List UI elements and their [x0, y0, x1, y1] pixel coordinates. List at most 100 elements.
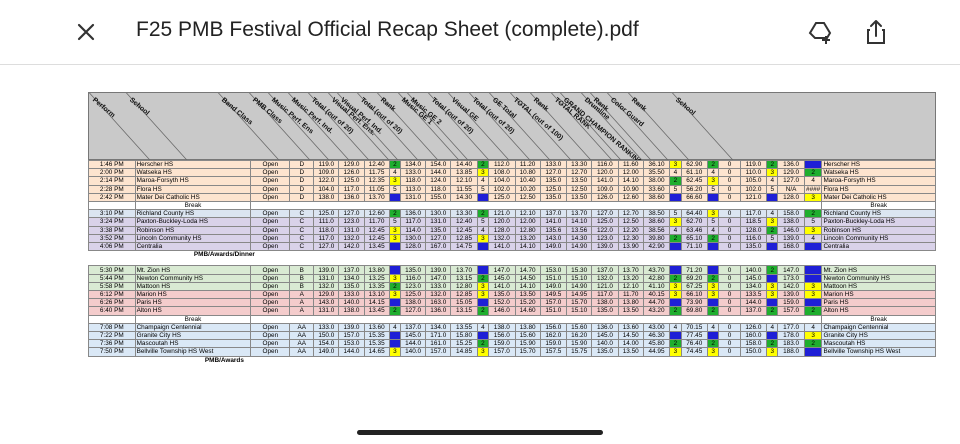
- table-cell: 1: [706, 298, 720, 308]
- table-cell: 125.0: [338, 176, 365, 186]
- table-cell: 5: [476, 184, 490, 194]
- table-row: 5:30 PM Mt. Zion HS Open B 139.0 137.0 13.80 1 1…: [88, 265, 936, 275]
- share-icon[interactable]: [862, 18, 890, 46]
- table-cell: Paris HS: [821, 298, 936, 308]
- table-cell: 12.10: [514, 209, 541, 219]
- table-cell: 117.0: [739, 209, 768, 219]
- table-cell: 3: [803, 289, 823, 300]
- table-cell: 12.40: [450, 217, 478, 227]
- table-cell: 147.0: [488, 265, 516, 275]
- table-cell: 127.0: [400, 306, 427, 316]
- table-cell: 73.90: [680, 298, 708, 308]
- table-cell: 123.0: [400, 281, 427, 292]
- table-cell: 135.0: [338, 281, 365, 292]
- table-cell: 141.0: [539, 217, 568, 227]
- table-cell: 65.10: [680, 233, 708, 243]
- table-row: 2:14 PM Maroa-Forsyth HS Open D 122.0 125.0 12…: [88, 176, 936, 186]
- table-cell: Alton HS: [821, 306, 936, 316]
- table-cell: A: [289, 298, 315, 308]
- table-cell: 1: [388, 265, 402, 275]
- table-cell: AA: [289, 347, 315, 357]
- add-to-drive-icon[interactable]: [806, 18, 834, 46]
- table-cell: 131.0: [400, 192, 427, 202]
- table-cell: 4: [669, 225, 682, 235]
- table-cell: 14.50: [514, 273, 541, 283]
- table-cell: 157.5: [539, 347, 568, 357]
- home-indicator[interactable]: [357, 430, 603, 435]
- table-cell: 12.20: [617, 225, 644, 235]
- table-cell: 3: [388, 289, 402, 300]
- table-cell: 15.20: [514, 298, 541, 308]
- table-cell: 171.0: [425, 330, 452, 341]
- table-cell: 173.0: [777, 273, 805, 283]
- table-cell: [89, 356, 136, 364]
- table-cell: 12.85: [450, 233, 478, 243]
- table-cell: 11.70: [363, 217, 390, 227]
- table-cell: 15.80: [450, 330, 478, 341]
- table-cell: 0: [718, 306, 741, 316]
- table-cell: 1: [803, 159, 823, 170]
- close-icon[interactable]: [74, 20, 98, 44]
- table-cell: 121.0: [739, 192, 768, 202]
- table-cell: B: [289, 265, 315, 275]
- table-cell: 13.80: [363, 265, 390, 275]
- table-cell: 5:44 PM: [88, 273, 136, 283]
- note-row: PMB/Awards: [89, 356, 936, 364]
- table-cell: 149.0: [539, 241, 568, 252]
- table-cell: 2: [476, 306, 490, 316]
- table-cell: 66.10: [680, 289, 708, 300]
- table-cell: 7:22 PM: [88, 330, 136, 341]
- table-cell: 157.0: [488, 347, 516, 357]
- table-cell: 0: [718, 225, 741, 235]
- table-cell: 150.0: [313, 330, 340, 341]
- table-cell: 144.0: [425, 168, 452, 178]
- note-row: PMB/Awards/Dinner: [89, 251, 936, 259]
- table-cell: Open: [250, 233, 291, 243]
- table-cell: 146.0: [488, 306, 516, 316]
- table-cell: 126.0: [739, 322, 768, 332]
- table-row: 7:22 PM Granite City HS Open AA 150.0 157.0 15…: [88, 330, 936, 341]
- table-cell: Mascoutah HS: [134, 339, 252, 349]
- table-cell: 12.50: [566, 184, 593, 194]
- table-cell: 2: [388, 306, 402, 316]
- table-cell: 12.00: [617, 168, 644, 178]
- table-cell: 12.45: [450, 225, 478, 235]
- table-cell: 43.00: [642, 322, 671, 332]
- table-cell: 13.70: [450, 265, 478, 275]
- table-cell: 135.0: [739, 241, 768, 252]
- table-cell: AA: [289, 339, 315, 349]
- table-cell: Mater Dei Catholic HS: [821, 192, 936, 202]
- table-cell: 6:12 PM: [88, 289, 136, 300]
- table-cell: 1: [803, 347, 823, 357]
- table-cell: 14.00: [617, 339, 644, 349]
- table-cell: [89, 258, 936, 266]
- table-cell: 3: [766, 168, 779, 178]
- table-cell: 2: [669, 339, 682, 349]
- table-cell: 117.0: [400, 217, 427, 227]
- table-cell: 6:26 PM: [88, 298, 136, 308]
- table-cell: 108.0: [488, 168, 516, 178]
- table-cell: Granite City HS: [134, 330, 252, 341]
- table-cell: 153.0: [338, 339, 365, 349]
- table-cell: 38.50: [642, 209, 671, 219]
- table-cell: 15.10: [566, 273, 593, 283]
- table-cell: D: [289, 192, 315, 202]
- table-cell: 44.95: [642, 347, 671, 357]
- table-cell: Mattoon HS: [821, 281, 936, 292]
- table-cell: 2:00 PM: [88, 168, 136, 178]
- table-row: 5:58 PM Mattoon HS Open B 132.0 135.0 13.35 2 12…: [88, 281, 936, 292]
- table-cell: 3: [388, 176, 402, 186]
- table-cell: Watseka HS: [134, 168, 252, 178]
- table-cell: 1: [476, 265, 490, 275]
- table-cell: 0: [718, 298, 741, 308]
- table-cell: 3:10 PM: [88, 209, 136, 219]
- table-cell: [88, 200, 136, 211]
- table-cell: Open: [250, 339, 291, 349]
- table-cell: 69.20: [680, 273, 708, 283]
- table-cell: 155.0: [425, 192, 452, 202]
- table-cell: 10.80: [514, 168, 541, 178]
- table-cell: 3: [803, 281, 823, 292]
- table-cell: 159.0: [539, 339, 568, 349]
- table-cell: C: [289, 233, 315, 243]
- table-cell: 145.0: [739, 273, 768, 283]
